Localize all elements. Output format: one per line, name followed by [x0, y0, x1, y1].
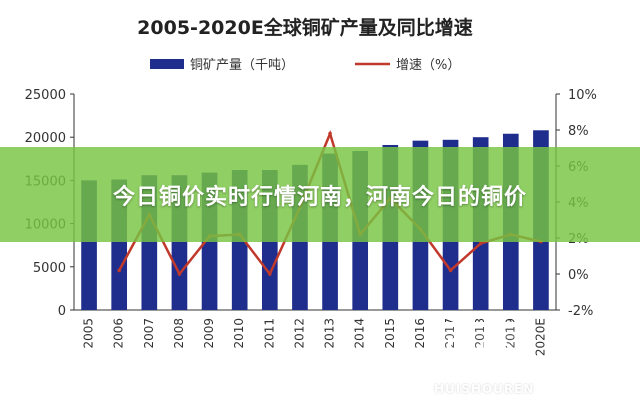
right-tick-label: 8% [568, 124, 589, 139]
x-tick-label: 2005 [82, 318, 96, 349]
legend-bar-swatch [150, 59, 184, 69]
x-tick-label: 2020E [533, 318, 547, 356]
x-tick-label: 2015 [383, 318, 397, 349]
title-banner: 今日铜价实时行情河南，河南今日的铜价 [0, 147, 640, 242]
x-tick-label: 2008 [172, 318, 186, 349]
right-tick-label: 0% [568, 268, 589, 283]
watermark: 回收 HUISHOUREN [432, 322, 612, 400]
left-tick-label: 5000 [33, 261, 66, 276]
x-tick-label: 2014 [353, 318, 367, 349]
growth-point [177, 272, 182, 276]
x-tick-label: 2010 [232, 318, 246, 349]
banner-text: 今日铜价实时行情河南，河南今日的铜价 [112, 184, 527, 210]
growth-point [268, 272, 272, 276]
legend-line-label: 增速（%） [396, 58, 460, 73]
right-tick-label: -2% [568, 304, 593, 319]
watermark-sub: HUISHOUREN [434, 382, 535, 396]
left-tick-label: 25000 [25, 88, 66, 103]
x-tick-label: 2006 [112, 318, 126, 349]
x-tick-label: 2012 [292, 318, 306, 349]
growth-point [478, 241, 483, 246]
x-tick-label: 2016 [413, 318, 427, 349]
watermark-brand: 回收 [446, 336, 510, 371]
right-tick-label: 10% [568, 88, 597, 103]
growth-point [448, 268, 453, 273]
watermark-box: 回收 [432, 322, 524, 378]
x-tick-label: 2009 [202, 318, 216, 349]
legend-bar-label: 铜矿产量（千吨） [190, 58, 294, 73]
watermark-logo-icon [544, 330, 598, 380]
left-tick-label: 0 [58, 304, 66, 319]
growth-point [328, 131, 332, 136]
x-tick-label: 2007 [142, 318, 156, 349]
chart-title: 2005-2020E全球铜矿产量及同比增速 [137, 16, 473, 39]
legend: 铜矿产量（千吨） 增速（%） [150, 58, 460, 73]
left-tick-label: 20000 [25, 131, 66, 146]
growth-point [117, 268, 121, 273]
x-tick-label: 2013 [323, 318, 337, 349]
x-tick-label: 2011 [262, 318, 276, 349]
